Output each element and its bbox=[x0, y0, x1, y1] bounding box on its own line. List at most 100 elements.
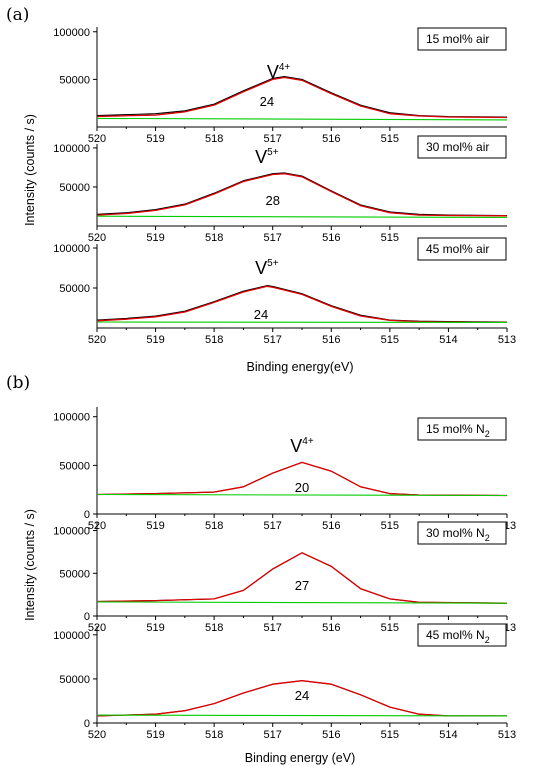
x-tick-label: 516 bbox=[322, 622, 340, 634]
area-label: 24 bbox=[260, 94, 274, 109]
x-tick-label: 520 bbox=[88, 334, 106, 346]
y-tick-label: 0 bbox=[84, 611, 90, 623]
peak-oxidation-state: 4+ bbox=[279, 62, 291, 73]
legend-box bbox=[417, 521, 507, 545]
background-line bbox=[96, 601, 508, 604]
legend-subscript: 2 bbox=[485, 635, 490, 645]
peak-label: V4+ bbox=[290, 436, 314, 456]
background-line bbox=[96, 714, 508, 717]
fitted-peak-line bbox=[96, 461, 508, 497]
x-tick-label: 515 bbox=[381, 133, 399, 145]
chart-panel-1: 520 519 518 517 516 515 50000 100000 15 mol% air… bbox=[53, 27, 508, 145]
legend-box bbox=[417, 623, 507, 647]
peak-label: V5+ bbox=[255, 258, 279, 278]
legend-subscript: 2 bbox=[485, 429, 490, 439]
y-tick-label: 50000 bbox=[59, 182, 90, 194]
x-tick-label: 516 bbox=[322, 520, 340, 532]
x-tick-label: 519 bbox=[146, 232, 164, 244]
y-tick-label: 0 bbox=[84, 509, 90, 521]
x-tick-label: 517 bbox=[264, 622, 282, 634]
xlabel-b: Binding energy (eV) bbox=[245, 751, 355, 765]
x-tick-label: 513 bbox=[498, 334, 516, 346]
y-tick-label: 100000 bbox=[53, 27, 90, 39]
legend-box bbox=[417, 135, 507, 159]
x-tick-label: 518 bbox=[205, 334, 223, 346]
x-tick-label: 518 bbox=[205, 622, 223, 634]
x-tick-label: 518 bbox=[205, 133, 223, 145]
x-tick-label: 517 bbox=[264, 232, 282, 244]
y-tick-label: 50000 bbox=[59, 568, 90, 580]
y-tick-label: 0 bbox=[84, 718, 90, 730]
x-tick-label: 513 bbox=[498, 729, 516, 741]
legend-label: 15 mol% N2 bbox=[426, 422, 490, 439]
x-tick-label: 516 bbox=[322, 729, 340, 741]
chart-panel-3: 520 519 518 517 516 515 514 513 50000 100000 45 mo… bbox=[53, 237, 516, 346]
legend-label: 15 mol% air bbox=[426, 32, 489, 46]
legend-text: 30 mol% N bbox=[426, 526, 485, 540]
peak-element: V bbox=[267, 62, 279, 82]
y-tick-label: 100000 bbox=[53, 143, 90, 155]
chart-panel-4: 52051951851751651551451305000010000015 m… bbox=[53, 407, 516, 532]
y-tick-label: 100000 bbox=[53, 412, 90, 424]
y-tick-label: 50000 bbox=[59, 460, 90, 472]
peak-element: V bbox=[255, 258, 267, 278]
fitted-peak-line bbox=[96, 552, 508, 604]
x-tick-label: 516 bbox=[322, 334, 340, 346]
panels: 520 519 518 517 516 515 50000 100000 15 mol% air… bbox=[53, 27, 516, 741]
peak-oxidation-state: 5+ bbox=[267, 258, 279, 269]
x-tick-label: 518 bbox=[205, 520, 223, 532]
x-tick-label: 516 bbox=[322, 232, 340, 244]
xlabel-a: Binding energy(eV) bbox=[246, 360, 353, 374]
x-tick-label: 519 bbox=[146, 520, 164, 532]
background-line bbox=[96, 215, 508, 218]
legend-text: 45 mol% air bbox=[426, 242, 489, 256]
x-tick-label: 515 bbox=[381, 729, 399, 741]
peak-element: V bbox=[255, 147, 267, 167]
fitted-peak-line bbox=[96, 76, 508, 119]
y-tick-label: 100000 bbox=[53, 526, 90, 538]
x-tick-label: 517 bbox=[264, 520, 282, 532]
ylabel-b: Intensity (counts / s) bbox=[23, 509, 37, 621]
x-tick-label: 520 bbox=[88, 729, 106, 741]
legend-label: 45 mol% air bbox=[426, 242, 489, 256]
peak-label: V5+ bbox=[255, 147, 279, 167]
area-label: 20 bbox=[295, 480, 309, 495]
x-tick-label: 520 bbox=[88, 232, 106, 244]
y-tick-label: 50000 bbox=[59, 283, 90, 295]
ylabel-a: Intensity (counts / s) bbox=[23, 114, 37, 226]
x-tick-label: 516 bbox=[322, 133, 340, 145]
x-tick-label: 515 bbox=[381, 622, 399, 634]
x-tick-label: 514 bbox=[439, 729, 457, 741]
x-tick-label: 515 bbox=[381, 232, 399, 244]
area-label: 27 bbox=[295, 578, 309, 593]
legend-box bbox=[417, 237, 507, 261]
y-tick-label: 100000 bbox=[53, 243, 90, 255]
legend-box bbox=[417, 27, 507, 51]
background-line bbox=[96, 493, 508, 497]
area-label: 24 bbox=[295, 688, 309, 703]
y-tick-label: 50000 bbox=[59, 74, 90, 86]
background-line bbox=[96, 117, 508, 121]
fitted-peak-line bbox=[96, 285, 508, 324]
peak-label: V4+ bbox=[267, 62, 291, 82]
measured-spectrum-line bbox=[96, 75, 508, 118]
x-tick-label: 518 bbox=[205, 729, 223, 741]
x-tick-label: 520 bbox=[88, 133, 106, 145]
legend-subscript: 2 bbox=[485, 533, 490, 543]
measured-spectrum-line bbox=[96, 172, 508, 217]
legend-label: 45 mol% N2 bbox=[426, 628, 490, 645]
x-tick-label: 514 bbox=[439, 334, 457, 346]
x-tick-label: 515 bbox=[381, 520, 399, 532]
x-tick-label: 517 bbox=[264, 334, 282, 346]
x-tick-label: 517 bbox=[264, 133, 282, 145]
legend-text: 15 mol% air bbox=[426, 32, 489, 46]
x-tick-label: 515 bbox=[381, 334, 399, 346]
fitted-peak-line bbox=[96, 680, 507, 717]
legend-text: 30 mol% air bbox=[426, 140, 489, 154]
x-tick-label: 518 bbox=[205, 232, 223, 244]
area-label: 28 bbox=[265, 193, 279, 208]
fitted-peak-line bbox=[96, 173, 508, 217]
x-tick-label: 517 bbox=[264, 729, 282, 741]
legend-label: 30 mol% N2 bbox=[426, 526, 490, 543]
